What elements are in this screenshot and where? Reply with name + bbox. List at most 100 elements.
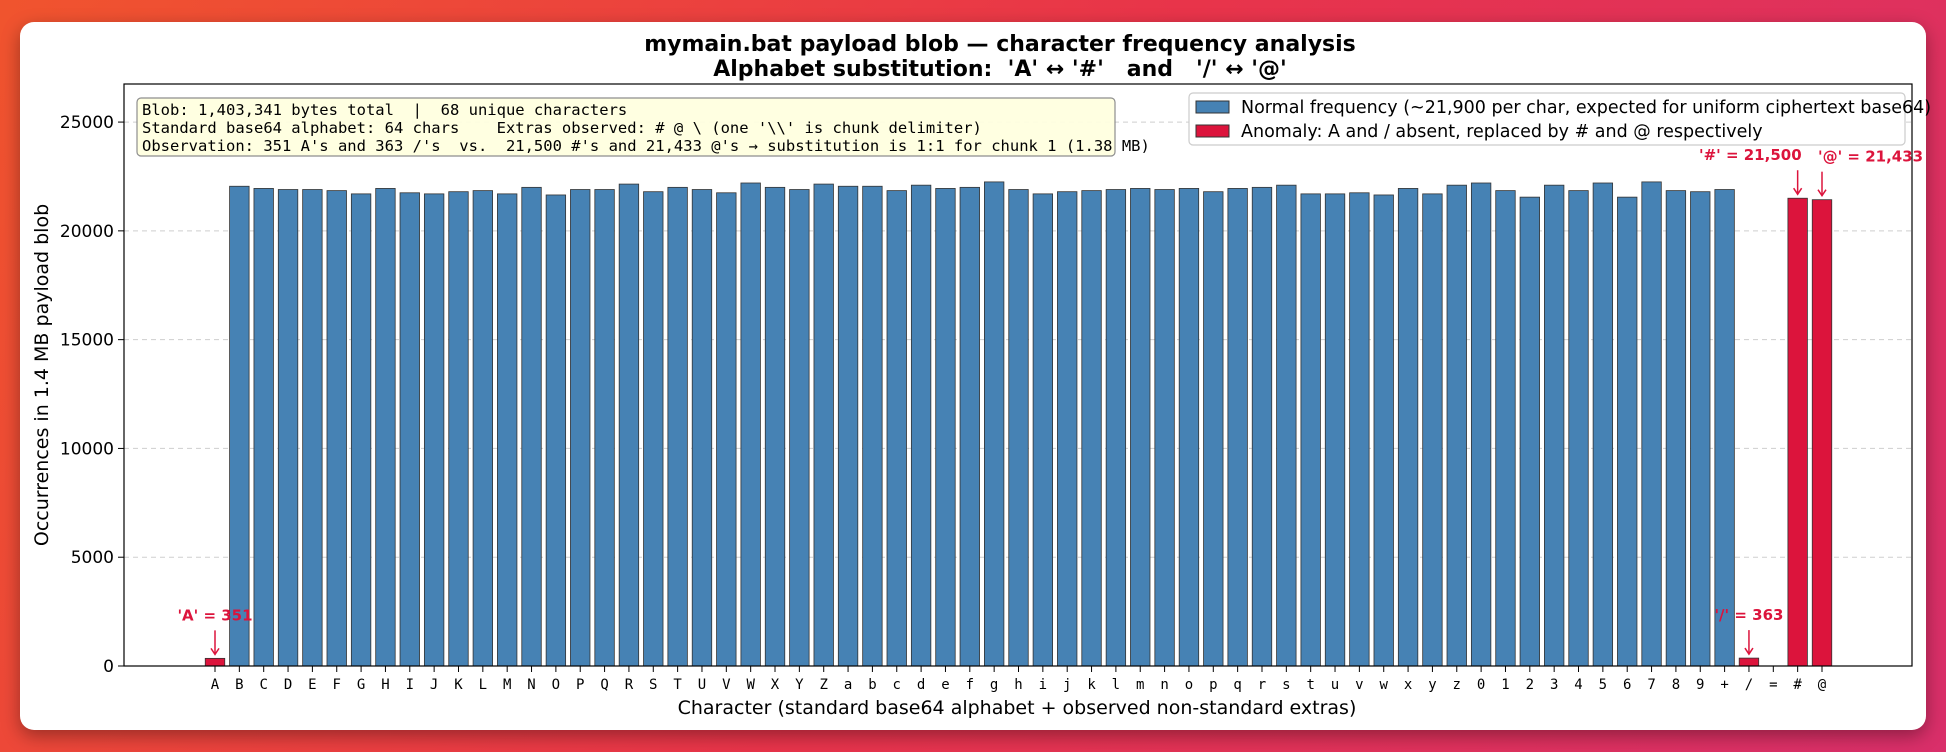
x-tick-label: J bbox=[430, 677, 438, 693]
x-tick-label: 6 bbox=[1623, 677, 1631, 693]
bar-B bbox=[229, 185, 250, 667]
info-line-1: Blob: 1,403,341 bytes total | 68 unique … bbox=[142, 101, 627, 119]
x-tick-label: m bbox=[1136, 677, 1144, 693]
bar-U bbox=[691, 189, 713, 667]
bar-o bbox=[1178, 188, 1200, 667]
x-tick-label: P bbox=[576, 677, 584, 693]
bar-2 bbox=[1519, 196, 1540, 667]
x-axis-label: Character (standard base64 alphabet + ob… bbox=[678, 697, 1357, 719]
bar-a bbox=[837, 185, 859, 667]
bar-M bbox=[497, 193, 518, 667]
x-tick-label: u bbox=[1331, 677, 1339, 693]
bar-m bbox=[1130, 188, 1151, 667]
x-tick-label: Q bbox=[600, 677, 608, 693]
x-tick-label: / bbox=[1745, 677, 1753, 693]
info-box: Blob: 1,403,341 bytes total | 68 unique … bbox=[136, 97, 1150, 157]
bar-3 bbox=[1544, 184, 1565, 667]
bar-I bbox=[399, 192, 420, 667]
bar-L bbox=[472, 190, 493, 667]
bar-5 bbox=[1592, 182, 1614, 667]
x-tick-label: t bbox=[1306, 677, 1314, 693]
bar-s bbox=[1276, 184, 1297, 667]
x-tick-label: C bbox=[259, 677, 267, 693]
bar-Y bbox=[789, 189, 810, 667]
x-tick-label: # bbox=[1793, 677, 1802, 693]
bar-u bbox=[1324, 193, 1346, 667]
x-tick-label: F bbox=[333, 677, 341, 693]
x-tick-label: 9 bbox=[1696, 677, 1704, 693]
bar-K bbox=[448, 191, 469, 667]
annotation-arrowhead bbox=[1817, 189, 1827, 198]
x-tick-label: y bbox=[1428, 677, 1436, 693]
x-tick-label: z bbox=[1453, 677, 1461, 693]
annotation-label: '#' = 21,500 bbox=[1699, 146, 1802, 164]
bar-Z bbox=[813, 183, 834, 667]
bar-1 bbox=[1495, 190, 1516, 667]
x-tick-label: q bbox=[1233, 677, 1241, 693]
x-tick-label: v bbox=[1355, 677, 1363, 693]
x-tick-label: M bbox=[503, 677, 511, 693]
y-tick-label: 5000 bbox=[71, 548, 114, 568]
x-tick-label: k bbox=[1087, 677, 1096, 693]
x-tick-label: 8 bbox=[1672, 677, 1680, 693]
legend-label-normal: Normal frequency (~21,900 per char, expe… bbox=[1241, 98, 1931, 118]
bar-7 bbox=[1641, 181, 1662, 667]
x-tick-label: 5 bbox=[1599, 677, 1607, 693]
x-tick-label: d bbox=[917, 677, 925, 693]
bar-Q bbox=[594, 189, 615, 667]
legend: Normal frequency (~21,900 per char, expe… bbox=[1188, 92, 1931, 146]
bar-6 bbox=[1617, 196, 1638, 667]
x-tick-label: V bbox=[722, 677, 731, 693]
annotation-arrowhead bbox=[210, 647, 220, 656]
x-tick-label: O bbox=[552, 677, 560, 693]
bar-h bbox=[1008, 189, 1029, 667]
x-tick-label: j bbox=[1063, 677, 1071, 693]
legend-label-anomaly: Anomaly: A and / absent, replaced by # a… bbox=[1241, 122, 1763, 142]
x-tick-label: H bbox=[381, 677, 389, 693]
bar-D bbox=[277, 189, 299, 667]
x-tick-label: g bbox=[990, 677, 998, 693]
bar-x bbox=[1397, 188, 1419, 667]
x-tick-label: h bbox=[1014, 677, 1022, 693]
legend-swatch-anomaly bbox=[1195, 124, 1230, 138]
y-axis-label: Occurrences in 1.4 MB payload blob bbox=[31, 204, 53, 546]
annotation-label: '@' = 21,433 bbox=[1818, 148, 1923, 166]
bar-P bbox=[570, 189, 591, 667]
x-tick-label: x bbox=[1404, 677, 1412, 693]
x-tick-label: i bbox=[1039, 677, 1047, 693]
x-tick-label: D bbox=[284, 677, 292, 693]
bar-y bbox=[1422, 193, 1443, 667]
x-tick-label: N bbox=[527, 677, 535, 693]
y-tick-label: 25000 bbox=[60, 113, 114, 133]
x-tick-label: T bbox=[673, 677, 682, 693]
x-tick-label: = bbox=[1769, 677, 1777, 693]
annotation-arrowhead bbox=[1744, 647, 1754, 656]
x-tick-label: B bbox=[235, 677, 243, 693]
x-tick-label: 2 bbox=[1526, 677, 1534, 693]
bar-f bbox=[959, 186, 980, 667]
x-tick-label: b bbox=[868, 677, 876, 693]
bar-/ bbox=[1738, 657, 1760, 667]
x-tick-label: Y bbox=[795, 677, 804, 693]
x-tick-label: L bbox=[479, 677, 487, 693]
bar-4 bbox=[1568, 190, 1589, 667]
x-tick-label: e bbox=[941, 677, 949, 693]
bar-W bbox=[740, 182, 761, 667]
bar-i bbox=[1032, 193, 1053, 667]
bar-c bbox=[886, 190, 907, 667]
x-tick-label: a bbox=[844, 677, 852, 693]
x-tick-label: U bbox=[698, 677, 706, 693]
bar-0 bbox=[1470, 182, 1492, 667]
x-tick-label: W bbox=[746, 677, 755, 693]
bar-O bbox=[545, 194, 567, 667]
x-tick-label: p bbox=[1209, 677, 1217, 693]
bar-X bbox=[764, 186, 786, 667]
bar-C bbox=[253, 188, 274, 667]
x-tick-label: r bbox=[1258, 677, 1266, 693]
x-tick-label: R bbox=[625, 677, 634, 693]
bar-R bbox=[618, 183, 640, 667]
bar-r bbox=[1251, 186, 1273, 667]
bar-9 bbox=[1690, 191, 1711, 667]
bar-E bbox=[302, 189, 323, 667]
